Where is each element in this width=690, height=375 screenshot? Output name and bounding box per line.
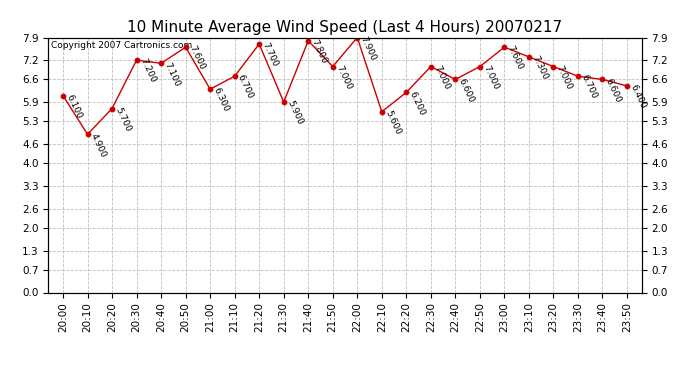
Point [622, 83, 633, 89]
Text: 4.900: 4.900 [89, 132, 108, 159]
Point [401, 89, 412, 95]
Text: 7.000: 7.000 [481, 64, 500, 91]
Text: 5.900: 5.900 [285, 99, 304, 126]
Text: 7.700: 7.700 [261, 41, 279, 68]
Point [425, 63, 436, 69]
Point [499, 44, 510, 50]
Text: 6.400: 6.400 [629, 83, 647, 110]
Point [106, 105, 117, 111]
Text: 5.600: 5.600 [383, 109, 402, 136]
Point [548, 63, 559, 69]
Point [303, 38, 314, 44]
Point [155, 60, 166, 66]
Text: 6.700: 6.700 [580, 74, 598, 101]
Text: 7.200: 7.200 [138, 57, 157, 84]
Text: 6.600: 6.600 [457, 76, 476, 104]
Text: 7.100: 7.100 [162, 60, 181, 88]
Point [82, 131, 93, 137]
Text: 6.100: 6.100 [64, 93, 83, 120]
Text: Copyright 2007 Cartronics.com: Copyright 2007 Cartronics.com [51, 41, 193, 50]
Text: 6.600: 6.600 [604, 76, 623, 104]
Text: 7.600: 7.600 [187, 44, 206, 72]
Point [205, 86, 216, 92]
Point [573, 73, 584, 79]
Point [229, 73, 240, 79]
Point [524, 54, 535, 60]
Point [352, 34, 363, 40]
Point [57, 93, 68, 99]
Point [131, 57, 142, 63]
Title: 10 Minute Average Wind Speed (Last 4 Hours) 20070217: 10 Minute Average Wind Speed (Last 4 Hou… [128, 20, 562, 35]
Point [376, 109, 387, 115]
Point [180, 44, 191, 50]
Text: 6.200: 6.200 [408, 90, 426, 117]
Text: 6.700: 6.700 [236, 74, 255, 101]
Point [450, 76, 461, 82]
Point [474, 63, 485, 69]
Point [327, 63, 338, 69]
Text: 7.000: 7.000 [334, 64, 353, 91]
Text: 7.300: 7.300 [531, 54, 549, 81]
Text: 7.900: 7.900 [359, 35, 377, 62]
Point [278, 99, 289, 105]
Text: 7.000: 7.000 [555, 64, 574, 91]
Text: 7.000: 7.000 [432, 64, 451, 91]
Point [597, 76, 608, 82]
Text: 6.300: 6.300 [212, 86, 230, 114]
Point [254, 41, 265, 47]
Text: 7.600: 7.600 [506, 44, 525, 72]
Text: 5.700: 5.700 [113, 106, 132, 133]
Text: 7.800: 7.800 [310, 38, 328, 65]
